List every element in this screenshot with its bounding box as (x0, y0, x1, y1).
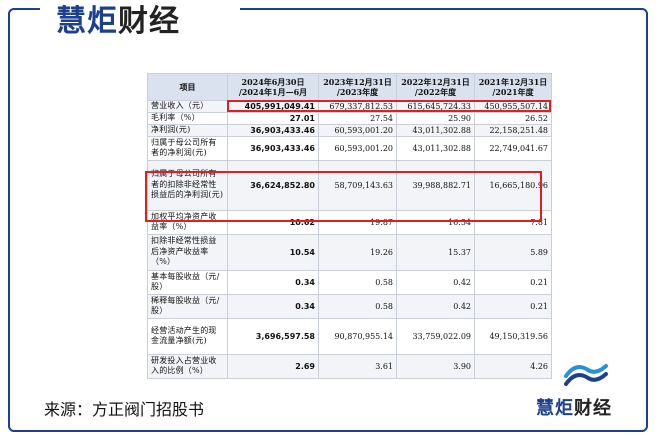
cell-value: 43,011,302.88 (396, 135, 475, 161)
row-label: 加权平均净资产收益率（%） (147, 209, 228, 235)
cell-value: 0.58 (318, 269, 397, 295)
cell-value: 0.58 (318, 293, 397, 319)
cell-value: 33,759,022.09 (396, 317, 475, 355)
source-caption: 来源：方正阀门招股书 (44, 400, 205, 419)
table-row: 归属于母公司所有者的净利润(元) 36,903,433.46 60,593,001.… (147, 135, 552, 161)
cell-value: 60,593,001.20 (318, 135, 397, 161)
table-row: 营业收入（元） 405,991,049.41 679,337,812.53 615,6… (147, 100, 552, 113)
row-label: 稀释每股收益（元/股） (147, 293, 228, 319)
cell-value: 36,903,433.46 (227, 135, 319, 161)
cell-value: 49,150,319.56 (474, 317, 552, 355)
cell-value: 27.01 (227, 112, 319, 125)
header-logo-part1: 慧炬 (56, 4, 118, 39)
cell-value: 19.87 (318, 209, 397, 235)
cell-value: 0.21 (474, 293, 552, 319)
cell-value: 22,749,041.67 (474, 135, 552, 161)
footer-logo: 慧炬财经 (536, 394, 612, 420)
cell-value: 58,709,143.63 (318, 159, 397, 211)
row-label: 归属于母公司所有者的净利润(元) (147, 135, 228, 161)
financial-table: 项目 2024年6月30日 /2024年1月—6月 2023年12月31日 /2… (147, 73, 552, 379)
table-row: 净利润(元) 36,903,433.46 60,593,001.20 43,011,3… (147, 123, 552, 137)
row-label: 经营活动产生的现金流量净额(元) (147, 317, 228, 355)
cell-value: 15.37 (396, 233, 475, 271)
page-frame (8, 8, 648, 432)
cell-value: 16.54 (396, 209, 475, 235)
table-row: 研发投入占营业收入的比例（%） 2.69 3.61 3.90 4.26 (147, 353, 552, 379)
row-label: 归属于母公司所有者的扣除非经常性损益后的净利润(元) (147, 159, 228, 211)
cell-value: 0.34 (227, 293, 319, 319)
cell-value: 0.21 (474, 269, 552, 295)
cell-value: 679,337,812.53 (318, 100, 397, 113)
row-label: 扣除非经常性损益后净资产收益率（%） (147, 233, 228, 271)
cell-value: 10.54 (227, 233, 319, 271)
header-2022: 2022年12月31日 /2022年度 (396, 73, 475, 101)
header-logo: 慧炬财经 (56, 2, 180, 42)
cell-value: 36,624,852.80 (227, 159, 319, 211)
table-row: 归属于母公司所有者的扣除非经常性损益后的净利润(元) 36,624,852.80 5… (147, 159, 552, 211)
table-row: 加权平均净资产收益率（%） 10.62 19.87 16.54 7.81 (147, 209, 552, 235)
cell-value: 0.42 (396, 293, 475, 319)
cell-value: 26.52 (474, 112, 552, 125)
row-label: 毛利率（%） (147, 112, 228, 125)
row-label: 研发投入占营业收入的比例（%） (147, 353, 228, 379)
cell-value: 5.89 (474, 233, 552, 271)
cell-value: 36,903,433.46 (227, 123, 319, 137)
cell-value: 3.90 (396, 353, 475, 379)
cell-value: 3.61 (318, 353, 397, 379)
table-row: 经营活动产生的现金流量净额(元) 3,696,597.58 90,870,955.1… (147, 317, 552, 355)
cell-value: 450,955,507.14 (474, 100, 552, 113)
row-label: 净利润(元) (147, 123, 228, 137)
cell-value: 7.81 (474, 209, 552, 235)
wave-logo-icon (564, 364, 608, 386)
cell-value: 615,645,724.33 (396, 100, 475, 113)
cell-value: 22,158,251.48 (474, 123, 552, 137)
row-label: 基本每股收益（元/股） (147, 269, 228, 295)
row-label: 营业收入（元） (147, 100, 228, 113)
cell-value: 19.26 (318, 233, 397, 271)
cell-value: 90,870,955.14 (318, 317, 397, 355)
cell-value: 4.26 (474, 353, 552, 379)
table-row: 扣除非经常性损益后净资产收益率（%） 10.54 19.26 15.37 5.89 (147, 233, 552, 271)
cell-value: 16,665,180.96 (474, 159, 552, 211)
cell-value: 0.42 (396, 269, 475, 295)
cell-value: 10.62 (227, 209, 319, 235)
table-row: 基本每股收益（元/股） 0.34 0.58 0.42 0.21 (147, 269, 552, 295)
header-2021: 2021年12月31日 /2021年度 (474, 73, 552, 101)
header-item: 项目 (147, 73, 228, 101)
footer-logo-part1: 慧炬 (536, 398, 574, 419)
header-2023: 2023年12月31日 /2023年度 (318, 73, 397, 101)
header-logo-part2: 财经 (118, 4, 180, 39)
cell-value: 2.69 (227, 353, 319, 379)
header-2024h1: 2024年6月30日 /2024年1月—6月 (227, 73, 319, 101)
cell-value: 39,988,882.71 (396, 159, 475, 211)
cell-value: 43,011,302.88 (396, 123, 475, 137)
table-row: 毛利率（%） 27.01 27.54 25.90 26.52 (147, 112, 552, 125)
table-header-row: 项目 2024年6月30日 /2024年1月—6月 2023年12月31日 /2… (147, 73, 552, 101)
table-row: 稀释每股收益（元/股） 0.34 0.58 0.42 0.21 (147, 293, 552, 319)
cell-value: 405,991,049.41 (227, 100, 319, 113)
cell-value: 3,696,597.58 (227, 317, 319, 355)
cell-value: 0.34 (227, 269, 319, 295)
footer-logo-part2: 财经 (574, 398, 612, 419)
cell-value: 25.90 (396, 112, 475, 125)
financial-table-wrapper: 项目 2024年6月30日 /2024年1月—6月 2023年12月31日 /2… (145, 73, 552, 379)
frame-gap (40, 4, 240, 16)
cell-value: 27.54 (318, 112, 397, 125)
cell-value: 60,593,001.20 (318, 123, 397, 137)
